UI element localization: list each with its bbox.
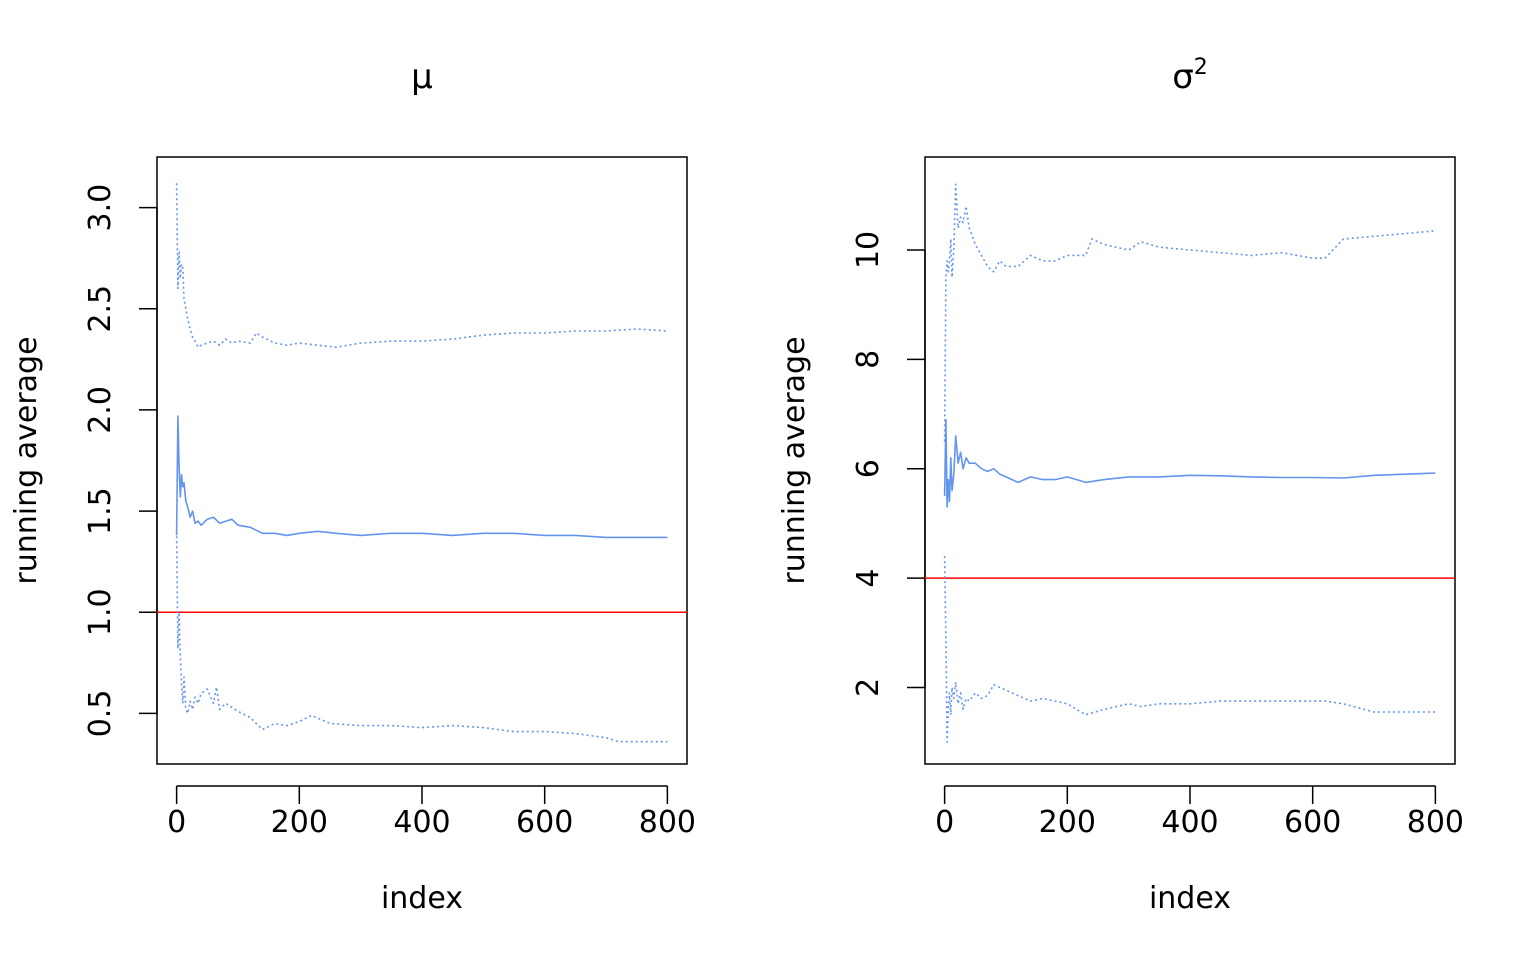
y-tick-label: 0.5	[83, 690, 118, 738]
chart-panel-1: μ 0 200 400 600 800 index 0.5 1.0 1.5 2.0 2.5 3.0 run…	[9, 57, 696, 916]
x-tick-label: 800	[1407, 805, 1464, 840]
y-tick-label: 8	[851, 350, 886, 369]
series-solid-1	[943, 418, 1436, 508]
x-tick-label: 200	[1039, 805, 1096, 840]
chart-title: σ2	[1172, 55, 1208, 97]
plot-frame	[156, 156, 688, 765]
series-solid-1	[175, 415, 668, 539]
chart-panel-2: σ2 0 200 400 600 800 index 2 4 6 8 10 running averag…	[777, 55, 1464, 916]
y-tick-label: 3.0	[83, 184, 118, 232]
x-axis-label: index	[381, 881, 463, 916]
y-tick-label: 6	[851, 459, 886, 478]
x-tick-label: 400	[1161, 805, 1218, 840]
series-dotted-2	[943, 183, 1436, 442]
series-dotted-3	[175, 531, 668, 743]
x-tick-label: 0	[167, 805, 186, 840]
y-tick-label: 4	[851, 569, 886, 588]
x-tick-label: 0	[935, 805, 954, 840]
x-tick-label: 200	[271, 805, 328, 840]
chart-title: μ	[411, 57, 433, 97]
x-tick-label: 800	[639, 805, 696, 840]
x-tick-label: 600	[1284, 805, 1341, 840]
series-dotted-3	[943, 556, 1436, 743]
x-axis-label: index	[1149, 881, 1231, 916]
y-tick-label: 10	[851, 231, 886, 269]
series-dotted-2	[175, 183, 668, 349]
y-axis-label: running average	[777, 336, 812, 584]
plot-frame	[924, 156, 1456, 765]
y-tick-label: 2.0	[83, 386, 118, 434]
y-tick-label: 1.0	[83, 588, 118, 636]
y-tick-label: 1.5	[83, 487, 118, 535]
x-tick-label: 400	[393, 805, 450, 840]
y-tick-label: 2	[851, 678, 886, 697]
y-axis-label: running average	[9, 336, 44, 584]
y-tick-label: 2.5	[83, 285, 118, 333]
x-tick-label: 600	[516, 805, 573, 840]
